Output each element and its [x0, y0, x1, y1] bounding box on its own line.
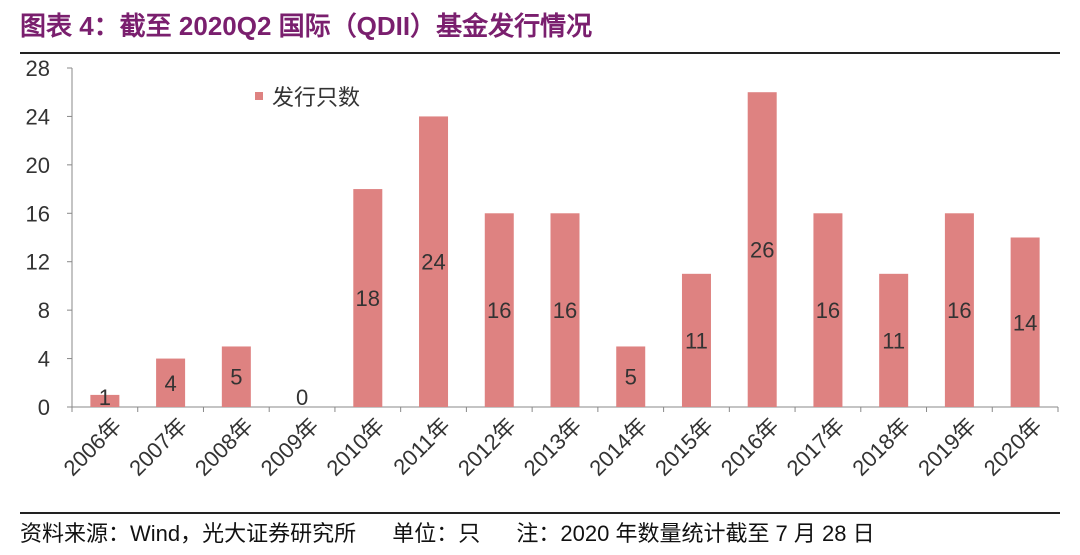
chart-legend: 发行只数 — [255, 85, 360, 110]
y-tick-label: 24 — [26, 104, 50, 129]
x-tick-label: 2006年 — [59, 413, 127, 481]
x-tick-label: 2013年 — [519, 413, 587, 481]
x-tick-label: 2007年 — [124, 413, 192, 481]
data-label: 4 — [164, 371, 176, 396]
x-tick-label: 2012年 — [453, 413, 521, 481]
footer: 资料来源：Wind，光大证券研究所 单位：只 注：2020 年数量统计截至 7 … — [20, 516, 905, 548]
footer-unit: 单位：只 — [392, 521, 481, 546]
chart-title: 图表 4：截至 2020Q2 国际（QDII）基金发行情况 — [20, 11, 593, 41]
bar — [944, 213, 974, 407]
x-tick-label: 2016年 — [716, 413, 784, 481]
x-tick-label: 2019年 — [913, 413, 981, 481]
bar — [90, 394, 120, 407]
y-tick-label: 12 — [26, 250, 50, 275]
data-label: 26 — [750, 238, 774, 263]
data-label: 16 — [553, 298, 577, 323]
y-tick-label: 16 — [26, 201, 50, 226]
data-label: 11 — [685, 328, 708, 353]
legend-swatch — [255, 92, 263, 100]
x-tick-label: 2014年 — [584, 413, 652, 481]
legend-label: 发行只数 — [272, 85, 360, 110]
bar — [616, 346, 646, 407]
bar — [681, 273, 711, 407]
data-label: 16 — [947, 298, 971, 323]
footer-source: 资料来源：Wind，光大证券研究所 — [20, 521, 357, 546]
data-label: 16 — [816, 298, 840, 323]
title-divider — [20, 52, 1060, 54]
bar — [353, 189, 383, 407]
data-label: 14 — [1013, 310, 1037, 335]
data-label: 24 — [421, 250, 445, 275]
x-tick-label: 2020年 — [979, 413, 1047, 481]
y-tick-label: 4 — [38, 347, 50, 372]
data-label: 18 — [356, 286, 380, 311]
footer-divider — [20, 512, 1060, 514]
x-tick-label: 2015年 — [650, 413, 718, 481]
bar — [813, 213, 843, 407]
bar — [550, 213, 580, 407]
bar — [156, 358, 186, 407]
y-tick-label: 8 — [38, 298, 50, 323]
bar — [879, 273, 909, 407]
y-tick-label: 28 — [26, 56, 50, 81]
x-tick-label: 2009年 — [256, 413, 324, 481]
bar — [484, 213, 514, 407]
bar — [747, 92, 777, 407]
x-tick-label: 2008年 — [190, 413, 258, 481]
y-tick-label: 0 — [38, 395, 50, 420]
x-tick-label: 2018年 — [847, 413, 915, 481]
data-label: 0 — [296, 385, 308, 410]
footer-note: 注：2020 年数量统计截至 7 月 28 日 — [516, 521, 875, 546]
data-label: 5 — [230, 365, 242, 390]
x-tick-label: 2017年 — [782, 413, 850, 481]
data-label: 5 — [625, 365, 637, 390]
data-label: 1 — [99, 385, 111, 410]
x-tick-label: 2010年 — [321, 413, 389, 481]
chart-bars — [90, 92, 1040, 407]
y-tick-label: 20 — [26, 153, 50, 178]
bar — [419, 116, 449, 407]
data-label: 16 — [487, 298, 511, 323]
x-tick-label: 2011年 — [388, 413, 455, 480]
bar — [221, 346, 251, 407]
data-label: 11 — [882, 328, 905, 353]
chart-y-ticks: 0 4 8 12 16 20 24 28 — [26, 56, 72, 420]
bar — [1010, 237, 1040, 407]
